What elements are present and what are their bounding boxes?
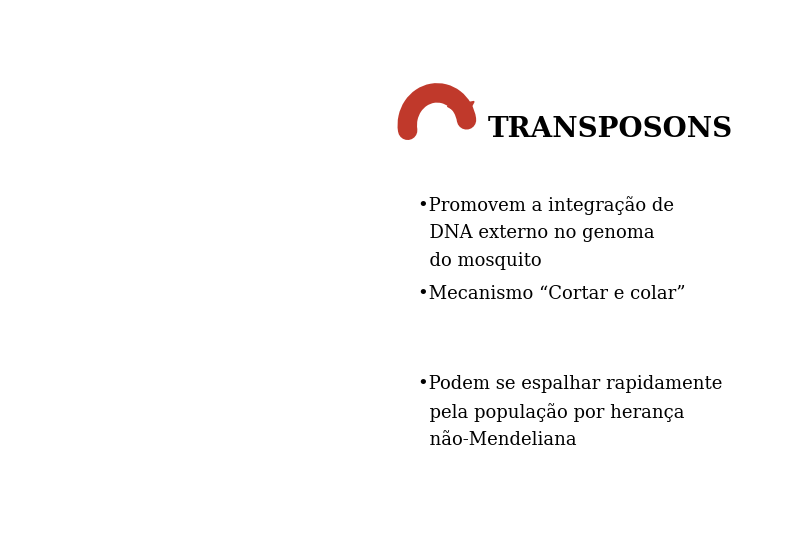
Text: •Mecanismo “Cortar e colar”: •Mecanismo “Cortar e colar” <box>418 285 686 303</box>
Text: pela população por herança: pela população por herança <box>418 403 684 422</box>
Text: do mosquito: do mosquito <box>418 252 542 271</box>
Text: •Podem se espalhar rapidamente: •Podem se espalhar rapidamente <box>418 375 723 393</box>
Polygon shape <box>447 102 474 117</box>
Text: não-Mendeliana: não-Mendeliana <box>418 431 577 449</box>
Text: •Promovem a integração de: •Promovem a integração de <box>418 196 674 215</box>
Text: TRANSPOSONS: TRANSPOSONS <box>488 116 732 143</box>
Text: DNA externo no genoma: DNA externo no genoma <box>418 224 655 242</box>
